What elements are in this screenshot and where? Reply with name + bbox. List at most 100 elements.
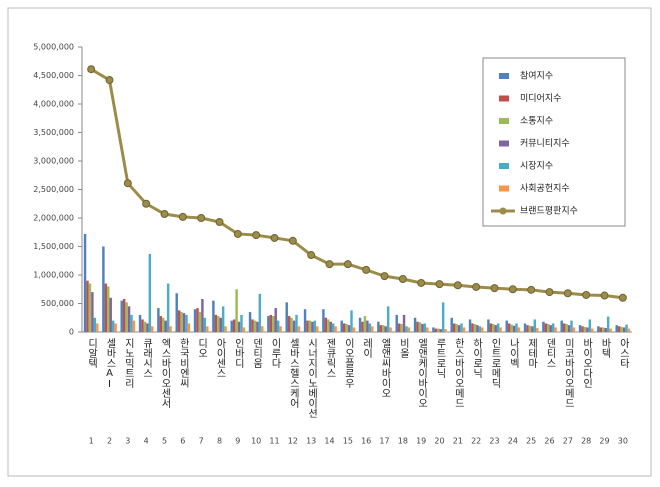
x-tick-label: 젠큐릭스 [324,338,336,378]
bar [494,325,497,332]
bar [251,319,254,332]
bar [382,325,385,332]
rank-label: 29 [599,437,609,446]
bar [196,308,199,332]
bar [159,316,163,332]
bar [507,323,511,332]
legend-label: 미디어지수 [520,93,561,104]
bar [492,324,495,332]
line-marker [600,291,609,300]
bar [164,320,167,332]
bar [96,323,99,332]
bar [324,317,328,332]
x-tick-label: 엘앤씨바이오 [379,337,391,398]
bar [248,312,252,332]
bar [269,314,273,332]
bar [455,324,458,332]
bar [127,306,131,332]
bar [460,323,463,332]
bar [212,300,215,332]
bar [625,324,628,332]
bar [622,327,626,332]
legend-swatch [499,185,509,192]
bar [617,326,621,332]
line-marker [618,293,627,302]
bar [169,326,172,332]
rank-label: 13 [306,437,316,446]
bar [327,319,330,332]
bar [287,316,291,332]
bar [297,326,301,332]
legend-label: 소통지수 [520,116,553,127]
rank-label: 2 [107,437,112,446]
bar [432,327,435,332]
rank-label: 12 [288,437,298,446]
bar [219,317,222,332]
bar [476,325,479,332]
bar [384,326,387,332]
x-tick-label: 큐래시스 [141,338,153,378]
bar [462,327,466,332]
x-tick-label: 인바디 [232,338,244,369]
y-tick-label: 5,000,000 [33,43,74,52]
line-marker [582,290,591,299]
bar [132,320,136,332]
bar [363,316,367,332]
bar [599,327,603,332]
bar [441,302,445,332]
bar [102,246,105,332]
bar [560,320,563,332]
rank-label: 19 [416,437,426,446]
bar [588,319,592,332]
line-marker [398,274,407,283]
bar [405,326,408,332]
line-marker [87,65,96,74]
bar [187,323,191,332]
bar [536,328,539,332]
bar [258,293,262,332]
bar [531,326,534,332]
bar [162,317,165,332]
bar [109,297,112,332]
bar [581,326,584,332]
rank-label: 30 [618,437,628,446]
x-tick-label: 바이오다인 [581,338,593,388]
y-tick-label: 3,500,000 [33,128,74,137]
line-marker [252,231,261,240]
bar [180,312,183,332]
legend-label: 브랜드평판지수 [520,206,578,217]
bar [111,320,115,332]
x-tick-label: 레이 [361,338,373,359]
x-tick-label: 아스타 [617,338,629,369]
rank-label: 11 [269,437,279,446]
line-marker [288,236,297,245]
x-tick-label: 인트로메딕 [489,338,501,388]
bar [418,322,422,332]
bar [122,298,126,332]
rank-label: 18 [398,437,408,446]
x-tick-label: 시너지이노베이션 [306,338,318,418]
rank-label: 8 [217,437,222,446]
bar [609,328,612,332]
x-tick-label: 이루다 [269,338,281,369]
x-tick-label: 덴티움 [251,338,263,368]
bar [416,321,419,332]
bar [402,314,406,332]
bar [198,312,202,332]
line-marker [233,229,242,238]
bar [253,320,257,332]
bar [481,327,484,332]
bar [386,306,390,332]
bar [347,325,351,332]
legend-swatch [499,73,509,79]
bar [274,308,277,332]
rank-label: 21 [453,437,463,446]
rank-label: 10 [251,437,261,446]
x-tick-label: 아이센스 [214,338,226,378]
bar [334,326,337,332]
line-marker [472,282,481,291]
rank-label: 5 [162,437,167,446]
bar [224,326,227,332]
bar [478,326,482,332]
bar [340,320,343,332]
